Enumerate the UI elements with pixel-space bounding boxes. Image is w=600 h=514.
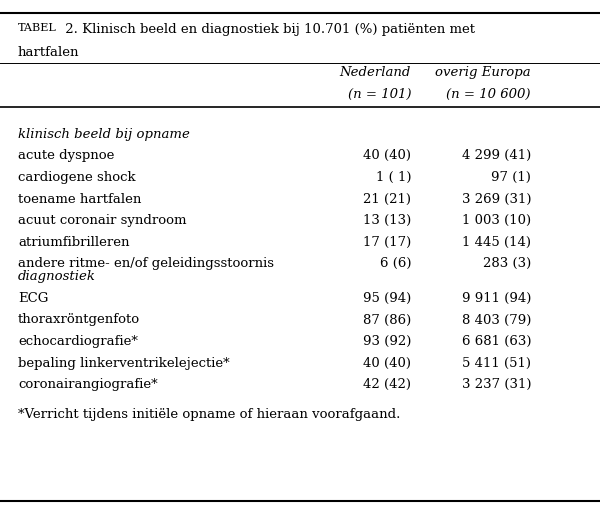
Text: 8 403 (79): 8 403 (79) (461, 314, 531, 326)
Text: diagnostiek: diagnostiek (18, 270, 96, 283)
Text: 21 (21): 21 (21) (363, 193, 411, 206)
Text: 40 (40): 40 (40) (363, 357, 411, 370)
Text: thoraxröntgenfoto: thoraxröntgenfoto (18, 314, 140, 326)
Text: (n = 101): (n = 101) (347, 88, 411, 101)
Text: Nederland: Nederland (340, 66, 411, 79)
Text: echocardiografie*: echocardiografie* (18, 335, 138, 348)
Text: atriumfibrilleren: atriumfibrilleren (18, 236, 130, 249)
Text: bepaling linkerventrikelejectie*: bepaling linkerventrikelejectie* (18, 357, 230, 370)
Text: hartfalen: hartfalen (18, 46, 79, 59)
Text: 3 269 (31): 3 269 (31) (461, 193, 531, 206)
Text: 6 681 (63): 6 681 (63) (461, 335, 531, 348)
Text: klinisch beeld bij opname: klinisch beeld bij opname (18, 128, 190, 141)
Text: 40 (40): 40 (40) (363, 150, 411, 162)
Text: 42 (42): 42 (42) (363, 378, 411, 391)
Text: 2. Klinisch beeld en diagnostiek bij 10.701 (%) patiënten met: 2. Klinisch beeld en diagnostiek bij 10.… (61, 23, 475, 36)
Text: 283 (3): 283 (3) (483, 258, 531, 270)
Text: 93 (92): 93 (92) (362, 335, 411, 348)
Text: coronairangiografie*: coronairangiografie* (18, 378, 158, 391)
Text: TABEL: TABEL (18, 23, 57, 33)
Text: 1 ( 1): 1 ( 1) (376, 171, 411, 184)
Text: 3 237 (31): 3 237 (31) (461, 378, 531, 391)
Text: andere ritme- en/of geleidingsstoornis: andere ritme- en/of geleidingsstoornis (18, 258, 274, 270)
Text: ECG: ECG (18, 292, 49, 305)
Text: 9 911 (94): 9 911 (94) (461, 292, 531, 305)
Text: overig Europa: overig Europa (436, 66, 531, 79)
Text: acuut coronair syndroom: acuut coronair syndroom (18, 214, 187, 227)
Text: 5 411 (51): 5 411 (51) (462, 357, 531, 370)
Text: cardiogene shock: cardiogene shock (18, 171, 136, 184)
Text: 17 (17): 17 (17) (363, 236, 411, 249)
Text: *Verricht tijdens initiële opname of hieraan voorafgaand.: *Verricht tijdens initiële opname of hie… (18, 409, 400, 421)
Text: 1 445 (14): 1 445 (14) (462, 236, 531, 249)
Text: acute dyspnoe: acute dyspnoe (18, 150, 115, 162)
Text: 97 (1): 97 (1) (491, 171, 531, 184)
Text: 4 299 (41): 4 299 (41) (462, 150, 531, 162)
Text: 1 003 (10): 1 003 (10) (462, 214, 531, 227)
Text: (n = 10 600): (n = 10 600) (446, 88, 531, 101)
Text: 95 (94): 95 (94) (363, 292, 411, 305)
Text: 6 (6): 6 (6) (380, 258, 411, 270)
Text: 87 (86): 87 (86) (363, 314, 411, 326)
Text: toename hartfalen: toename hartfalen (18, 193, 142, 206)
Text: 13 (13): 13 (13) (363, 214, 411, 227)
